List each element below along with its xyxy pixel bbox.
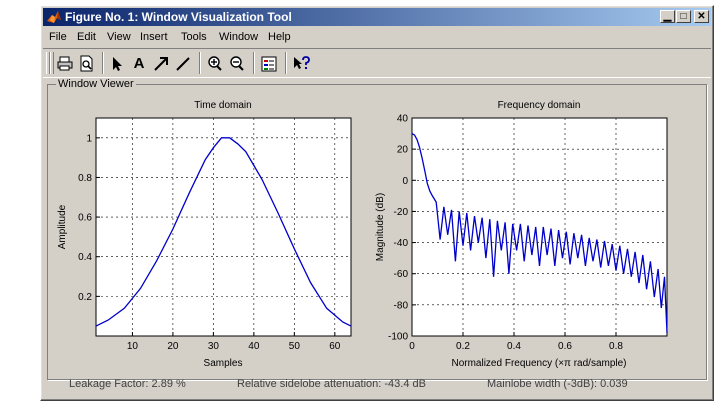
print-icon bbox=[57, 56, 73, 71]
select-arrow-icon bbox=[113, 57, 122, 71]
zoom-out-button[interactable] bbox=[227, 54, 247, 74]
frequency-domain-xtick-label: 0.4 bbox=[507, 341, 521, 352]
menu-tools[interactable]: Tools bbox=[181, 31, 207, 43]
matlab-logo-icon bbox=[47, 11, 61, 23]
insert-text-icon: A bbox=[133, 55, 145, 72]
close-icon: ✕ bbox=[697, 11, 706, 22]
menu-insert[interactable]: Insert bbox=[140, 31, 168, 43]
time-domain-xtick-label: 10 bbox=[127, 341, 139, 352]
zoom-in-button[interactable] bbox=[205, 54, 225, 74]
frequency-domain-line bbox=[411, 133, 668, 333]
frequency-domain-ylabel: Magnitude (dB) bbox=[375, 193, 386, 261]
print-preview-icon bbox=[80, 55, 93, 72]
toolbar-separator bbox=[253, 52, 255, 74]
insert-line-icon bbox=[176, 57, 190, 71]
legend-button[interactable] bbox=[259, 54, 279, 74]
frequency-domain-title: Frequency domain bbox=[498, 100, 581, 111]
time-domain-xlabel: Samples bbox=[204, 358, 243, 369]
menu-window[interactable]: Window bbox=[219, 31, 259, 43]
frequency-domain-axes[interactable] bbox=[411, 117, 668, 337]
time-domain-xtick-label: 40 bbox=[248, 341, 260, 352]
zoom-out-icon bbox=[230, 56, 244, 71]
time-domain-title: Time domain bbox=[194, 100, 251, 111]
time-domain-xtick-label: 30 bbox=[208, 341, 220, 352]
frequency-domain-xtick-label: 0 bbox=[409, 341, 415, 352]
time-domain-grid bbox=[96, 118, 351, 336]
frequency-domain-ytick-label: -20 bbox=[394, 207, 409, 218]
frequency-domain-ytick-label: 20 bbox=[397, 145, 409, 156]
time-domain-ytick-label: 0.8 bbox=[78, 173, 92, 184]
frequency-domain-xtick-label: 0.6 bbox=[558, 341, 572, 352]
frequency-domain-ytick-label: 40 bbox=[397, 114, 409, 125]
sidelobe-attenuation-text: Relative sidelobe attenuation: -43.4 dB bbox=[237, 378, 426, 390]
time-domain-line bbox=[95, 137, 352, 327]
title-bar[interactable]: Figure No. 1: Window Visualization Tool … bbox=[43, 8, 711, 26]
time-domain-ticks: 10 20 30 40 50 60 0.2 0.4 0.6 0.8 1 bbox=[78, 133, 341, 352]
time-domain-ytick-label: 0.4 bbox=[78, 252, 92, 263]
time-domain-ytick-label: 0.2 bbox=[78, 292, 92, 303]
window-viewer-label: Window Viewer bbox=[56, 78, 136, 90]
toolbar-separator bbox=[102, 52, 104, 74]
mainlobe-width-text: Mainlobe width (-3dB): 0.039 bbox=[487, 378, 628, 390]
frequency-domain-xlabel: Normalized Frequency (×π rad/sample) bbox=[451, 358, 626, 369]
insert-text-button[interactable]: A bbox=[129, 54, 149, 74]
leakage-factor-text: Leakage Factor: 2.89 % bbox=[69, 378, 186, 390]
figure-window: Figure No. 1: Window Visualization Tool … bbox=[40, 5, 714, 401]
whats-this-button[interactable] bbox=[291, 54, 311, 74]
time-domain-xtick-label: 50 bbox=[289, 341, 301, 352]
legend-icon bbox=[261, 56, 277, 72]
insert-arrow-icon bbox=[154, 57, 168, 71]
toolbar-grip-2[interactable] bbox=[50, 52, 54, 74]
toolbar: A bbox=[43, 48, 711, 78]
frequency-domain-ytick-label: 0 bbox=[402, 176, 408, 187]
whats-this-icon bbox=[294, 56, 310, 69]
close-button[interactable]: ✕ bbox=[694, 10, 709, 23]
frequency-domain-ytick-label: -60 bbox=[394, 269, 409, 280]
maximize-button[interactable]: □ bbox=[676, 10, 691, 23]
plots-area: 10 20 30 40 50 60 0.2 0.4 0.6 0.8 1 Time domain Sa… bbox=[57, 100, 668, 369]
frequency-domain-xtick-label: 0.2 bbox=[456, 341, 470, 352]
menu-edit[interactable]: Edit bbox=[77, 31, 96, 43]
menu-bar: File Edit View Insert Tools Window Help bbox=[43, 28, 711, 46]
frequency-domain-ytick-label: -100 bbox=[388, 332, 408, 343]
insert-line-button[interactable] bbox=[173, 54, 193, 74]
window-title: Figure No. 1: Window Visualization Tool bbox=[65, 10, 292, 24]
time-domain-xtick-label: 20 bbox=[167, 341, 179, 352]
insert-arrow-button[interactable] bbox=[151, 54, 171, 74]
frequency-domain-ytick-label: -80 bbox=[394, 300, 409, 311]
frequency-domain-ytick-label: -40 bbox=[394, 238, 409, 249]
frequency-domain-xtick-label: 0.8 bbox=[609, 341, 623, 352]
window-viewer-panel: Window Viewer bbox=[47, 78, 707, 380]
zoom-in-icon bbox=[208, 56, 222, 71]
select-button[interactable] bbox=[107, 54, 127, 74]
frequency-domain-ticks: 0 0.2 0.4 0.6 0.8 -100 -80 -60 -40 -20 0 20 40 bbox=[388, 114, 623, 353]
frequency-domain-grid bbox=[412, 118, 667, 336]
menu-help[interactable]: Help bbox=[268, 31, 291, 43]
minimize-button[interactable]: ▁ bbox=[660, 10, 675, 23]
toolbar-separator bbox=[285, 52, 287, 74]
time-domain-xtick-label: 60 bbox=[329, 341, 341, 352]
print-preview-button[interactable] bbox=[77, 54, 97, 74]
print-button[interactable] bbox=[55, 54, 75, 74]
menu-view[interactable]: View bbox=[107, 31, 131, 43]
time-domain-ylabel: Amplitude bbox=[57, 204, 68, 249]
toolbar-grip[interactable] bbox=[46, 52, 50, 74]
time-domain-axes[interactable] bbox=[95, 117, 352, 337]
time-domain-ytick-label: 0.6 bbox=[78, 213, 92, 224]
minimize-icon: ▁ bbox=[663, 11, 672, 22]
menu-file[interactable]: File bbox=[49, 31, 67, 43]
maximize-icon: □ bbox=[680, 11, 687, 22]
toolbar-separator bbox=[199, 52, 201, 74]
time-domain-ytick-label: 1 bbox=[86, 133, 92, 144]
